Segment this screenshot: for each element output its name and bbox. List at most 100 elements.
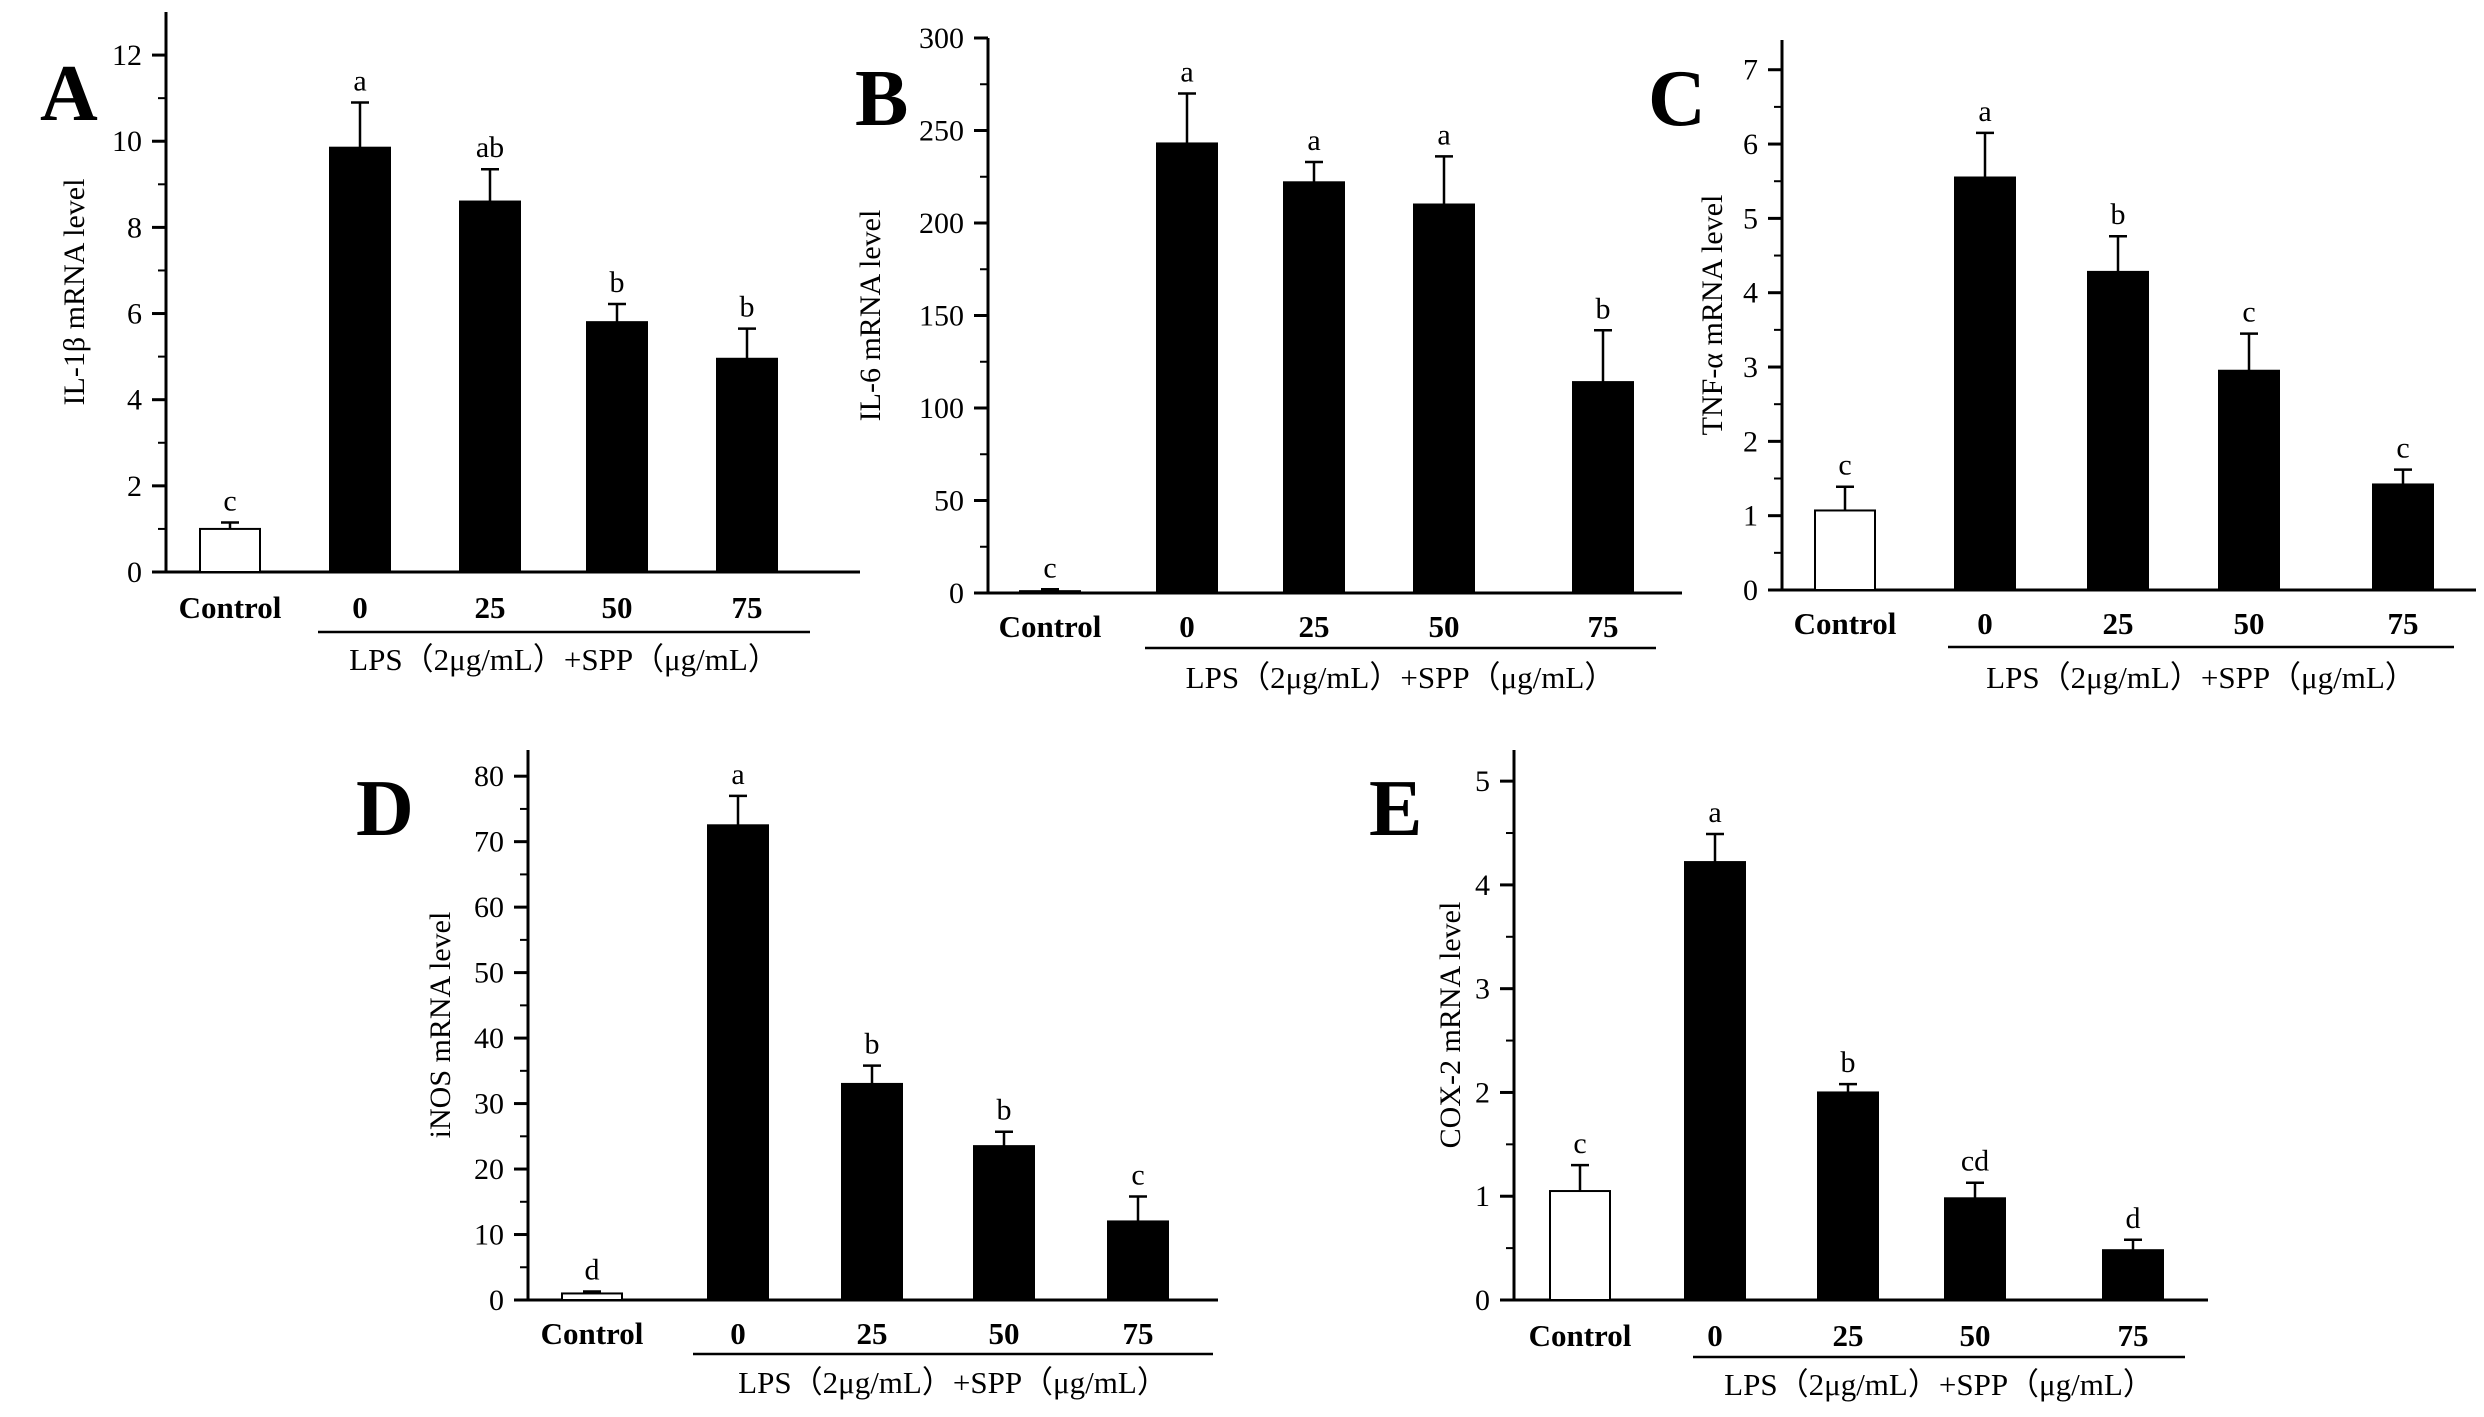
y-tick-label: 8 xyxy=(127,211,142,244)
y-tick-label: 2 xyxy=(127,470,142,503)
significance-letter: c xyxy=(1573,1127,1586,1160)
bar xyxy=(1549,1190,1611,1301)
significance-letter: c xyxy=(2396,432,2409,465)
y-axis-label: COX-2 mRNA level xyxy=(1434,902,1467,1149)
bar xyxy=(1817,1091,1879,1302)
bar xyxy=(2218,369,2280,592)
x-tick-label: Control xyxy=(1794,606,1897,641)
panel-c: C 0 1 2 3 4 5 6 7 TNF-α mRNA level c Control a 0 b 25 c 5… xyxy=(1648,40,2476,695)
x-tick-label: 0 xyxy=(1179,609,1195,644)
bar xyxy=(1107,1220,1169,1302)
y-tick-label: 10 xyxy=(474,1219,504,1252)
panel-letter: C xyxy=(1648,55,1706,143)
x-tick-label: 75 xyxy=(2388,606,2419,641)
group-label: LPS（2μg/mL）+SPP（μg/mL） xyxy=(738,1365,1168,1400)
bar xyxy=(586,321,648,573)
bar xyxy=(561,1292,623,1302)
panel-letter: A xyxy=(40,50,98,138)
y-tick-label: 0 xyxy=(489,1284,504,1317)
significance-letter: d xyxy=(585,1253,600,1286)
y-tick-label: 5 xyxy=(1743,202,1758,235)
x-tick-label: Control xyxy=(1529,1318,1632,1353)
significance-letter: c xyxy=(1838,449,1851,482)
bar xyxy=(1814,509,1876,591)
y-tick-label: 2 xyxy=(1743,425,1758,458)
bar xyxy=(1684,861,1746,1302)
y-tick-label: 0 xyxy=(127,556,142,589)
significance-letter: cd xyxy=(1961,1145,1989,1178)
significance-letter: b xyxy=(865,1028,880,1061)
y-tick-label: 6 xyxy=(1743,128,1758,161)
bar xyxy=(1944,1197,2006,1301)
bar xyxy=(707,824,769,1301)
significance-letter: a xyxy=(1437,118,1450,151)
significance-letter: b xyxy=(997,1094,1012,1127)
bar xyxy=(2102,1249,2164,1302)
x-tick-label: 0 xyxy=(352,590,368,625)
x-tick-label: 50 xyxy=(1960,1318,1991,1353)
y-tick-label: 40 xyxy=(474,1022,504,1055)
significance-letter: c xyxy=(1131,1159,1144,1192)
group-label: LPS（2μg/mL）+SPP（μg/mL） xyxy=(1186,660,1616,695)
significance-letter: ab xyxy=(476,131,504,164)
panel-a: A 0 2 4 6 8 10 12 IL-1β mRNA level c Control a 0 ab 25… xyxy=(40,12,860,677)
x-tick-label: 75 xyxy=(1588,609,1619,644)
panel-letter: D xyxy=(356,765,414,853)
y-tick-label: 5 xyxy=(1475,765,1490,798)
bar xyxy=(199,527,261,574)
x-tick-label: 0 xyxy=(1977,606,1993,641)
y-tick-label: 150 xyxy=(919,300,964,333)
y-tick-label: 0 xyxy=(1475,1284,1490,1317)
significance-letter: b xyxy=(1596,292,1611,325)
y-tick-label: 20 xyxy=(474,1153,504,1186)
significance-letter: b xyxy=(610,266,625,299)
x-tick-label: Control xyxy=(999,609,1102,644)
panel-letter: B xyxy=(855,55,908,143)
significance-letter: a xyxy=(731,758,744,791)
y-axis-label: iNOS mRNA level xyxy=(424,912,457,1139)
bar xyxy=(329,146,391,573)
group-label: LPS（2μg/mL）+SPP（μg/mL） xyxy=(349,642,779,677)
significance-letter: b xyxy=(740,291,755,324)
x-tick-label: 75 xyxy=(1123,1316,1154,1351)
bar xyxy=(973,1145,1035,1302)
x-tick-label: 50 xyxy=(602,590,633,625)
x-tick-label: 50 xyxy=(1429,609,1460,644)
y-tick-label: 10 xyxy=(112,125,142,158)
x-tick-label: 0 xyxy=(730,1316,746,1351)
bar xyxy=(716,357,778,573)
y-tick-label: 200 xyxy=(919,207,964,240)
bar xyxy=(1019,590,1081,595)
significance-letter: d xyxy=(2126,1202,2141,1235)
x-tick-label: 50 xyxy=(2234,606,2265,641)
bar xyxy=(459,200,521,574)
y-tick-label: 3 xyxy=(1743,351,1758,384)
y-axis-label: TNF-α mRNA level xyxy=(1696,195,1729,436)
y-tick-label: 1 xyxy=(1475,1180,1490,1213)
y-tick-label: 250 xyxy=(919,115,964,148)
x-tick-label: 25 xyxy=(1299,609,1330,644)
group-label: LPS（2μg/mL）+SPP（μg/mL） xyxy=(1986,660,2416,695)
significance-letter: a xyxy=(1307,124,1320,157)
y-tick-label: 60 xyxy=(474,891,504,924)
significance-letter: a xyxy=(353,64,366,97)
bar xyxy=(1156,142,1218,594)
significance-letter: b xyxy=(2111,198,2126,231)
bar xyxy=(1283,181,1345,595)
y-tick-label: 3 xyxy=(1475,973,1490,1006)
y-tick-label: 4 xyxy=(127,384,142,417)
x-tick-label: 50 xyxy=(989,1316,1020,1351)
x-tick-label: Control xyxy=(179,590,282,625)
bar xyxy=(2087,270,2149,591)
bar xyxy=(841,1082,903,1302)
significance-letter: a xyxy=(1978,95,1991,128)
y-tick-label: 4 xyxy=(1475,869,1490,902)
y-axis-label: IL-6 mRNA level xyxy=(854,210,887,422)
y-tick-label: 2 xyxy=(1475,1076,1490,1109)
panel-d: D 0 10 20 30 40 50 60 70 80 iNOS mRNA level d Contro… xyxy=(356,750,1218,1400)
y-tick-label: 80 xyxy=(474,760,504,793)
bar xyxy=(1954,176,2016,591)
x-tick-label: 25 xyxy=(1833,1318,1864,1353)
significance-letter: a xyxy=(1180,56,1193,89)
